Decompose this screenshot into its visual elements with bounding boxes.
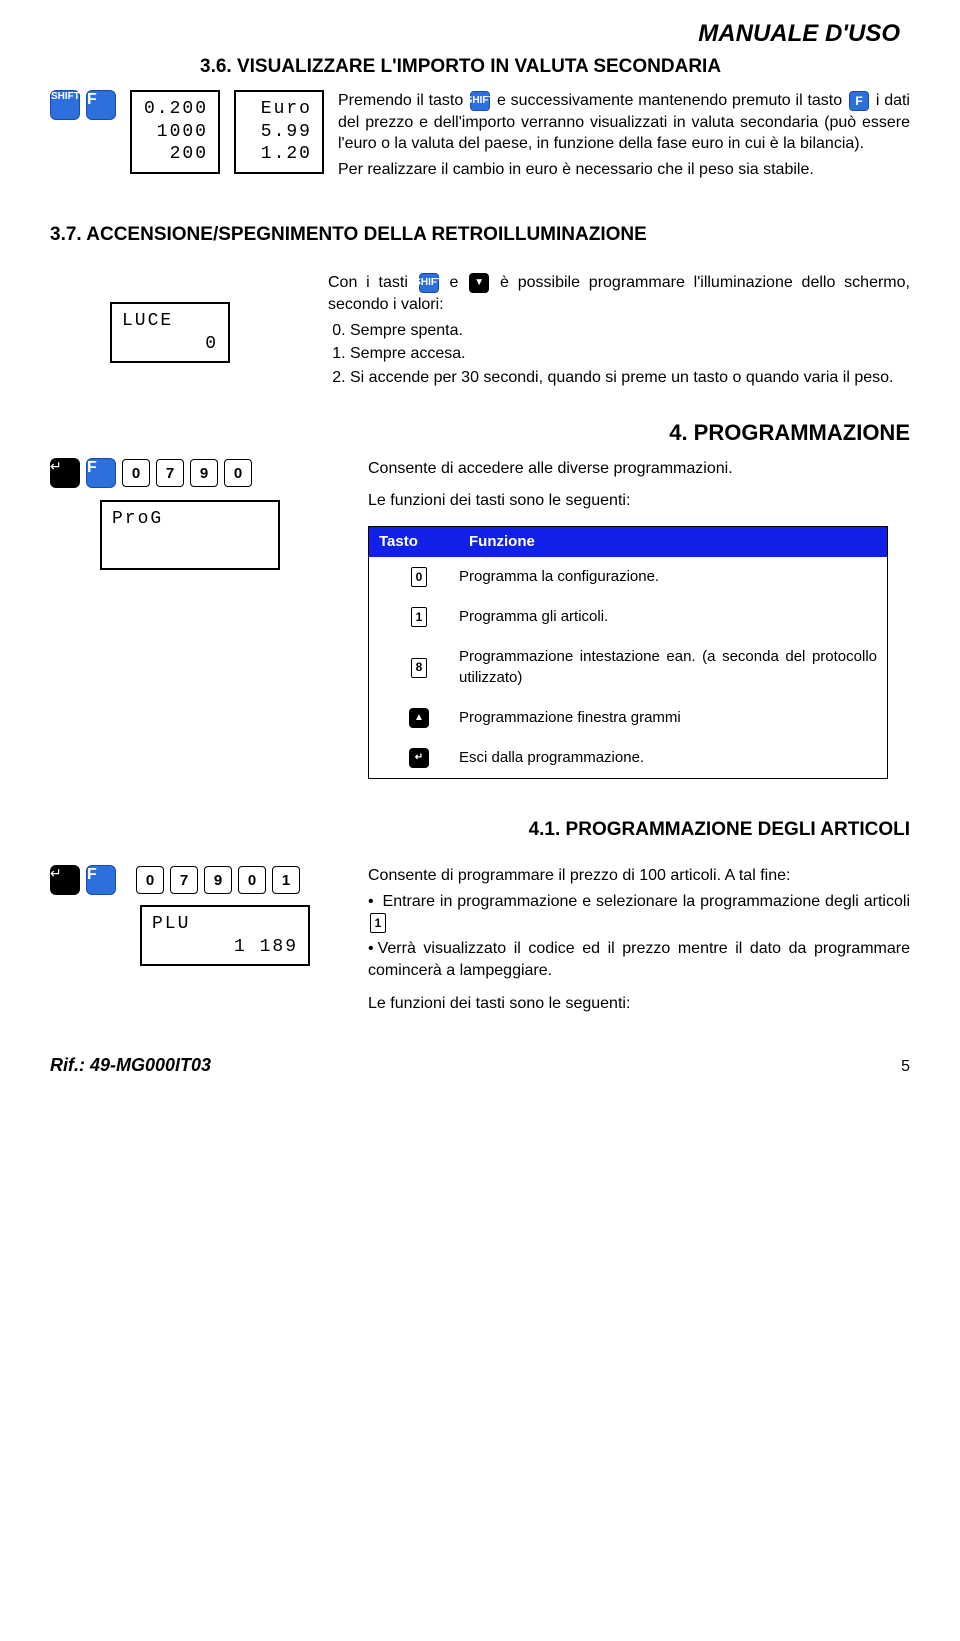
- down-arrow-icon: ▼: [469, 273, 489, 293]
- digit-key: 0: [224, 459, 252, 487]
- digit-key: 0: [122, 459, 150, 487]
- table-row: ↵ Esci dalla programmazione.: [369, 738, 887, 778]
- footer-ref: Rif.: 49-MG000IT03: [50, 1055, 211, 1076]
- lcd-line: 1000: [142, 121, 208, 144]
- list-item: Si accende per 30 secondi, quando si pre…: [350, 367, 910, 389]
- section-4-1-heading: 4.1. PROGRAMMAZIONE DEGLI ARTICOLI: [50, 819, 910, 841]
- digit-key-icon: 1: [411, 607, 427, 627]
- digit-key: 1: [272, 866, 300, 894]
- lcd-display-weight: 0.200 1000 200: [130, 90, 220, 174]
- digit-key-icon: 8: [411, 658, 427, 678]
- section-3-7-heading: 3.7. ACCENSIONE/SPEGNIMENTO DELLA RETROI…: [50, 224, 910, 246]
- section-4-body: Consente di accedere alle diverse progra…: [368, 458, 910, 779]
- lcd-line: 0.200: [142, 98, 208, 121]
- lcd-line: LUCE: [122, 310, 218, 333]
- enter-key-icon: ↵: [409, 748, 429, 768]
- key-sequence-4-1: ↵ F 0 7 9 0 1: [50, 865, 310, 895]
- lcd-line: ProG: [112, 508, 268, 531]
- digit-key-icon: 1: [370, 913, 386, 933]
- enter-key-icon: ↵: [50, 865, 80, 895]
- key-sequence-3-6: SHIFT F: [50, 90, 116, 120]
- lcd-line: PLU: [152, 913, 298, 936]
- shift-key-icon: SHIFT: [470, 91, 490, 111]
- section-3-7-body: Con i tasti SHIFT e ▼ è possibile progra…: [328, 272, 910, 390]
- function-table: Tasto Funzione 0 Programma la configuraz…: [368, 526, 888, 780]
- digit-key: 0: [238, 866, 266, 894]
- lcd-line: Euro: [246, 98, 312, 121]
- key-sequence-4: ↵ F 0 7 9 0: [50, 458, 280, 488]
- table-header-func: Funzione: [459, 527, 887, 557]
- section-4-heading: 4. PROGRAMMAZIONE: [50, 420, 910, 446]
- lcd-line: 200: [142, 143, 208, 166]
- digit-key: 9: [190, 459, 218, 487]
- table-row: ▲ Programmazione finestra grammi: [369, 698, 887, 738]
- lcd-display-prog: ProG: [100, 500, 280, 570]
- f-key-icon: F: [86, 90, 116, 120]
- lcd-line: 0: [122, 333, 218, 356]
- lcd-display-currency: Euro 5.99 1.20: [234, 90, 324, 174]
- lcd-display-luce: LUCE 0: [110, 302, 230, 363]
- table-row: 1 Programma gli articoli.: [369, 597, 887, 637]
- page-footer: Rif.: 49-MG000IT03 5: [0, 1049, 960, 1090]
- section-4-1-body: Consente di programmare il prezzo di 100…: [368, 865, 910, 1019]
- table-row: 0 Programma la configurazione.: [369, 557, 887, 597]
- f-key-icon: F: [86, 458, 116, 488]
- section-3-6-body: Premendo il tasto SHIFT e successivament…: [338, 90, 910, 184]
- enter-key-icon: ↵: [50, 458, 80, 488]
- shift-key-icon: SHIFT: [419, 273, 439, 293]
- digit-key: 9: [204, 866, 232, 894]
- lcd-display-plu: PLU 1 189: [140, 905, 310, 966]
- list-item: Sempre spenta.: [350, 320, 910, 342]
- digit-key: 7: [156, 459, 184, 487]
- digit-key: 0: [136, 866, 164, 894]
- document-title: MANUALE D'USO: [50, 20, 910, 48]
- section-3-6-heading: 3.6. VISUALIZZARE L'IMPORTO IN VALUTA SE…: [200, 56, 910, 78]
- digit-key-icon: 0: [411, 567, 427, 587]
- digit-key: 7: [170, 866, 198, 894]
- list-item: Sempre accesa.: [350, 343, 910, 365]
- table-row: 8 Programmazione intestazione ean. (a se…: [369, 637, 887, 698]
- table-header-key: Tasto: [369, 527, 459, 557]
- lcd-line: 1 189: [152, 936, 298, 959]
- up-arrow-icon: ▲: [409, 708, 429, 728]
- f-key-icon: F: [86, 865, 116, 895]
- lcd-line: 5.99: [246, 121, 312, 144]
- lcd-line: 1.20: [246, 143, 312, 166]
- page-number: 5: [901, 1058, 910, 1076]
- shift-key-icon: SHIFT: [50, 90, 80, 120]
- f-key-icon: F: [849, 91, 869, 111]
